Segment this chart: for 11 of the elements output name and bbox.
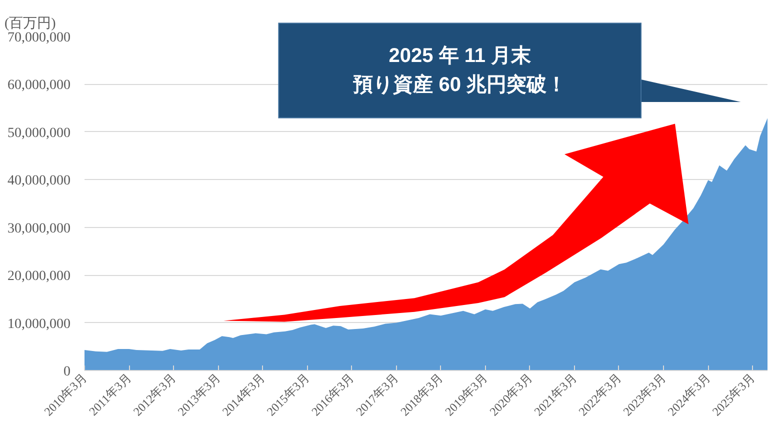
annotation: 預り資産 60 兆円突破！ <box>352 73 567 96</box>
y-tick-label: 50,000,000 <box>8 126 70 141</box>
y-tick-label: 20,000,000 <box>8 269 70 284</box>
y-tick-label: 40,000,000 <box>8 174 70 189</box>
y-tick-label: 70,000,000 <box>8 30 70 46</box>
y-tick-label: 0 <box>64 364 70 380</box>
y-axis-title: (百万円) <box>4 16 56 32</box>
y-tick-label: 60,000,000 <box>8 78 70 94</box>
y-tick-label: 30,000,000 <box>8 221 70 236</box>
y-tick-label: 10,000,000 <box>8 316 70 332</box>
annotation: 2025 年 11 月末 <box>388 45 532 67</box>
